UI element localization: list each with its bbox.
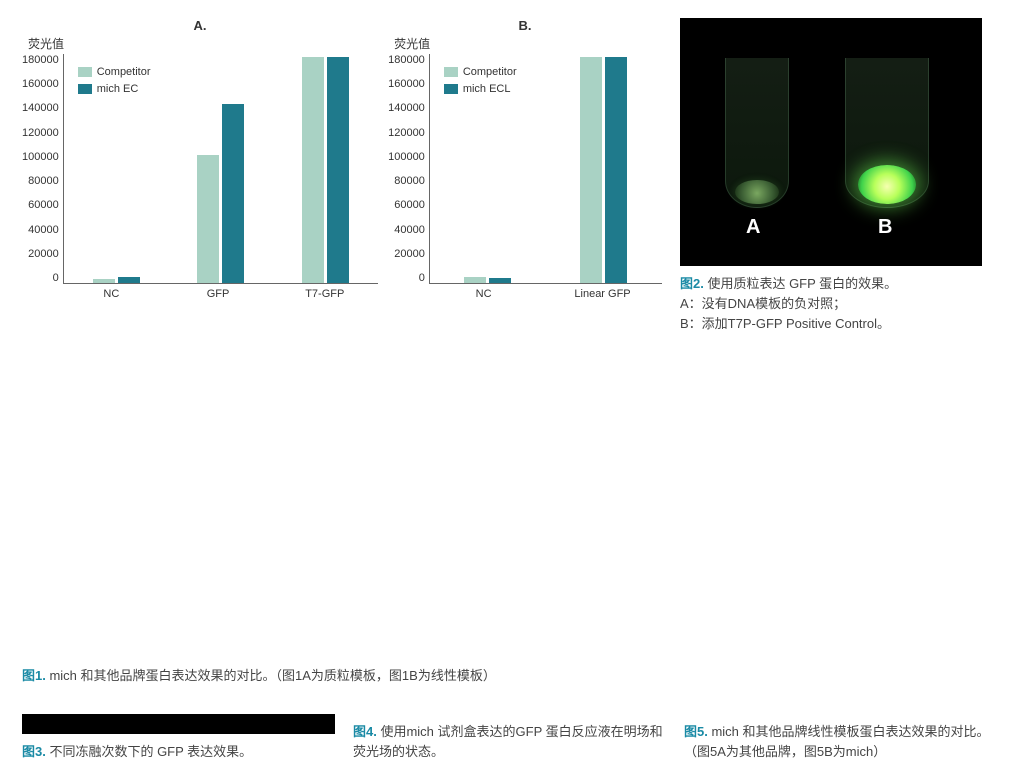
chart-b-yaxis: 180000 160000 140000 120000 100000 80000… bbox=[388, 54, 429, 284]
fig1-charts: A. 荧光值 180000 160000 140000 120000 10000… bbox=[22, 18, 662, 658]
bar-competitor bbox=[93, 279, 115, 283]
bar-mich bbox=[118, 277, 140, 283]
chart-a-yaxis: 180000 160000 140000 120000 100000 80000… bbox=[22, 54, 63, 284]
fig3-panel: 负对照123456 图3. 不同冻融次数下的 GFP 表达效果。 bbox=[22, 714, 335, 762]
fig4-panel: 图4. 使用mich 试剂盒表达的GFP 蛋白反应液在明场和荧光场的状态。 bbox=[353, 714, 666, 762]
bar-group bbox=[64, 54, 169, 283]
xtick-label: NC bbox=[424, 288, 543, 300]
xtick-label: Linear GFP bbox=[543, 288, 662, 300]
bar-mich bbox=[489, 278, 511, 283]
fig5-caption: 图5. mich 和其他品牌线性模板蛋白表达效果的对比。（图5A为其他品牌，图5… bbox=[684, 722, 997, 762]
bar-group bbox=[273, 54, 378, 283]
chart-b: B. 荧光值 180000 160000 140000 120000 10000… bbox=[388, 18, 662, 658]
bar-mich bbox=[605, 57, 627, 283]
fig2-label-a: A bbox=[746, 216, 760, 239]
chart-a-xaxis: NCGFPT7-GFP bbox=[58, 288, 378, 300]
xtick-label: NC bbox=[58, 288, 165, 300]
fig3-caption: 图3. 不同冻融次数下的 GFP 表达效果。 bbox=[22, 742, 335, 762]
fig1-caption: 图1. mich 和其他品牌蛋白表达效果的对比。（图1A为质粒模板，图1B为线性… bbox=[22, 666, 662, 686]
bar-group bbox=[430, 54, 546, 283]
bar-mich bbox=[327, 57, 349, 283]
bar-mich bbox=[222, 104, 244, 283]
bar-group bbox=[546, 54, 662, 283]
xtick-label: GFP bbox=[165, 288, 272, 300]
fig3-photo: 负对照123456 bbox=[22, 714, 335, 734]
chart-b-plot: Competitor mich ECL bbox=[429, 54, 662, 284]
fig5-panel: A B 图5. mich 和其他品牌线性模板蛋白表达效果的对比。（图5A为其他品… bbox=[684, 714, 997, 762]
fig4-caption: 图4. 使用mich 试剂盒表达的GFP 蛋白反应液在明场和荧光场的状态。 bbox=[353, 722, 666, 762]
bar-competitor bbox=[580, 57, 602, 283]
chart-b-title: B. bbox=[388, 18, 662, 33]
bar-competitor bbox=[302, 57, 324, 283]
chart-a-title: A. bbox=[22, 18, 378, 33]
chart-a: A. 荧光值 180000 160000 140000 120000 10000… bbox=[22, 18, 378, 658]
fig2-caption: 图2. 使用质粒表达 GFP 蛋白的效果。 A：没有DNA模板的负对照； B：添… bbox=[680, 274, 982, 334]
fig2-photo: A B bbox=[680, 18, 982, 266]
fig2-label-b: B bbox=[878, 216, 892, 239]
bar-competitor bbox=[464, 277, 486, 283]
chart-b-xaxis: NCLinear GFP bbox=[424, 288, 662, 300]
chart-a-ylabel: 荧光值 bbox=[28, 35, 378, 52]
chart-b-ylabel: 荧光值 bbox=[394, 35, 662, 52]
fig2-panel: A B 图2. 使用质粒表达 GFP 蛋白的效果。 A：没有DNA模板的负对照；… bbox=[680, 18, 982, 686]
xtick-label: T7-GFP bbox=[271, 288, 378, 300]
chart-a-plot: Competitor mich EC bbox=[63, 54, 378, 284]
bar-group bbox=[169, 54, 274, 283]
bar-competitor bbox=[197, 155, 219, 283]
